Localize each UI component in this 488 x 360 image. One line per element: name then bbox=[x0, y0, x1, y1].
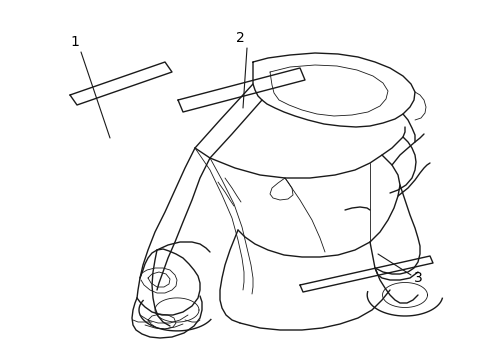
Text: 1: 1 bbox=[70, 35, 79, 49]
Text: 2: 2 bbox=[235, 31, 244, 45]
Text: 3: 3 bbox=[413, 271, 422, 285]
